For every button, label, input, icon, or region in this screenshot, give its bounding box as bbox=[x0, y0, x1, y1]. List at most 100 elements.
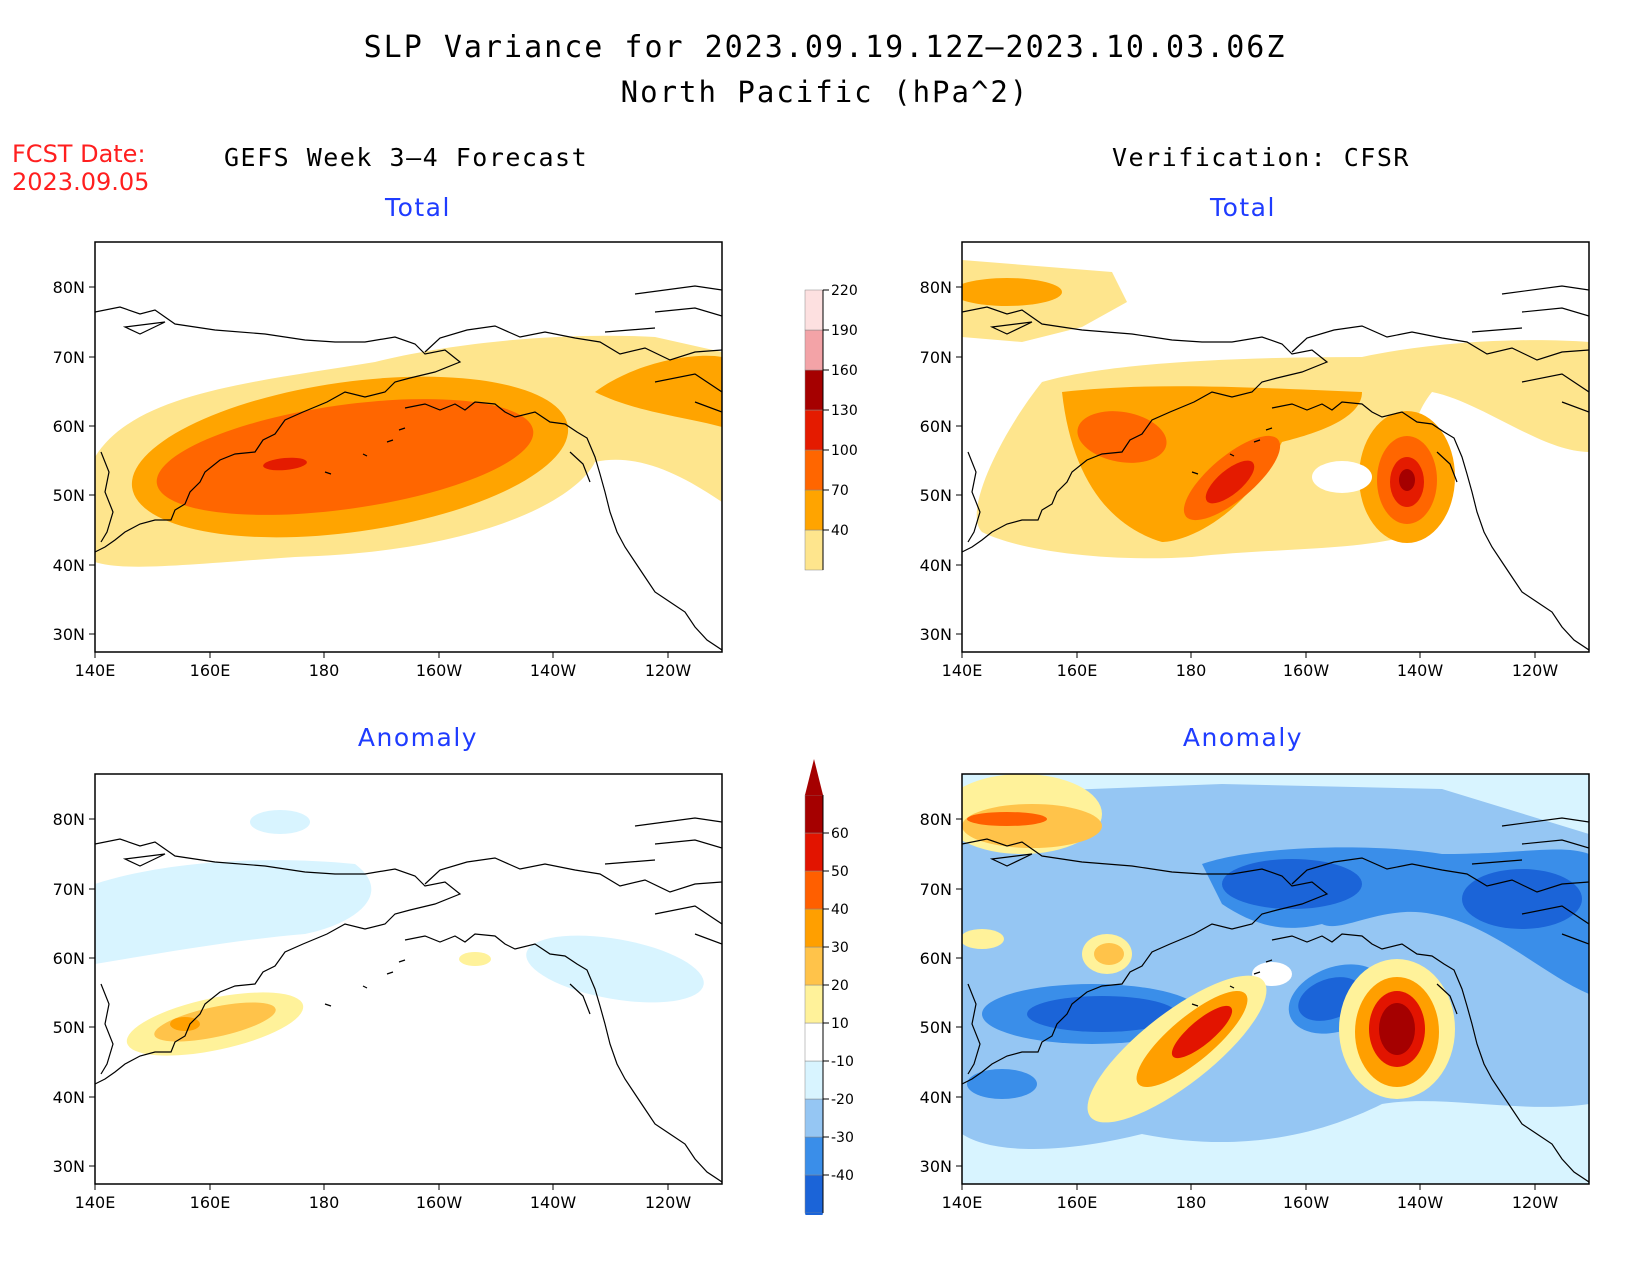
colorbar-swatch bbox=[804, 870, 824, 910]
lon-tick-label: 180 bbox=[1176, 1193, 1207, 1212]
contour-region bbox=[1094, 943, 1124, 965]
fcst-date-label: FCST Date: bbox=[12, 140, 146, 168]
lon-tick-label: 180 bbox=[1176, 661, 1207, 680]
lon-tick-label: 160E bbox=[190, 661, 231, 680]
colorbar-swatch bbox=[804, 984, 824, 1024]
lat-tick-label: 50N bbox=[53, 1018, 85, 1037]
contour-region bbox=[1077, 411, 1167, 463]
left-column-header: GEFS Week 3—4 Forecast bbox=[224, 143, 589, 172]
lat-tick-label: 70N bbox=[53, 880, 85, 899]
colorbar-swatch bbox=[804, 529, 824, 571]
contour-region bbox=[1027, 996, 1177, 1032]
lat-tick-label: 80N bbox=[920, 810, 952, 829]
lat-tick-label: 60N bbox=[920, 949, 952, 968]
lat-tick-label: 70N bbox=[53, 348, 85, 367]
contour-region bbox=[1462, 869, 1582, 929]
contour-region bbox=[1399, 469, 1415, 491]
map-forecast-total: 80N 70N 60N 50N 40N 30N 140E 160E 180 160W 140W 120… bbox=[53, 241, 723, 680]
colorbar-label: 30 bbox=[831, 940, 849, 956]
map-forecast-anomaly: 80N 70N 60N 50N 40N 30N 140E 160E 180 160W 140W 120… bbox=[53, 773, 723, 1212]
colorbar-swatch bbox=[804, 369, 824, 411]
lon-tick-label: 140E bbox=[942, 661, 983, 680]
contour-region bbox=[263, 457, 307, 471]
lat-tick-label: 80N bbox=[920, 278, 952, 297]
lat-tick-label: 60N bbox=[920, 417, 952, 436]
colorbar-label: -30 bbox=[831, 1130, 854, 1146]
colorbar-total: 40 70 100 130 160 190 220 bbox=[804, 283, 858, 571]
colorbar-swatch bbox=[804, 908, 824, 948]
lon-tick-label: 120W bbox=[645, 661, 692, 680]
colorbar-label: -10 bbox=[831, 1054, 854, 1070]
fcst-date-block: FCST Date: 2023.09.05 bbox=[12, 140, 149, 196]
lon-tick-label: 120W bbox=[645, 1193, 692, 1212]
main-subtitle: North Pacific (hPa^2) bbox=[620, 75, 1030, 109]
map-frame bbox=[94, 773, 723, 1185]
colorbar-label: 40 bbox=[831, 902, 849, 918]
map-verif-anomaly: 80N 70N 60N 50N 40N 30N 140E 160E 180 160W 140W 120… bbox=[920, 773, 1590, 1212]
lat-tick-label: 50N bbox=[53, 486, 85, 505]
colorbar-swatch bbox=[804, 1060, 824, 1100]
lat-tick-label: 80N bbox=[53, 810, 85, 829]
lon-tick-label: 120W bbox=[1512, 1193, 1559, 1212]
colorbar-swatch bbox=[804, 1174, 824, 1214]
panel-label-forecast-anomaly: Anomaly bbox=[357, 723, 479, 752]
lat-tick-label: 30N bbox=[920, 625, 952, 644]
lon-tick-label: 140E bbox=[75, 661, 116, 680]
colorbar-swatch bbox=[804, 449, 824, 491]
colorbar-label: 70 bbox=[831, 483, 849, 499]
lat-tick-label: 60N bbox=[53, 417, 85, 436]
lat-tick-label: 30N bbox=[920, 1157, 952, 1176]
colorbar-label: 20 bbox=[831, 978, 849, 994]
contour-region bbox=[154, 1002, 276, 1042]
colorbar-label: 190 bbox=[831, 323, 858, 339]
lon-tick-label: 140W bbox=[530, 661, 577, 680]
contour-region bbox=[156, 399, 534, 515]
lon-tick-label: 160W bbox=[1283, 661, 1330, 680]
lat-tick-label: 40N bbox=[53, 556, 85, 575]
lat-tick-label: 80N bbox=[53, 278, 85, 297]
map-verif-total: 80N 70N 60N 50N 40N 30N 140E 160E 180 160W 140W 120… bbox=[920, 241, 1590, 680]
lon-tick-label: 160E bbox=[1057, 661, 1098, 680]
lat-tick-label: 50N bbox=[920, 486, 952, 505]
contour-region bbox=[170, 1017, 200, 1031]
map-frame bbox=[961, 773, 1590, 1185]
lat-tick-label: 40N bbox=[920, 556, 952, 575]
lat-tick-label: 60N bbox=[53, 949, 85, 968]
lon-tick-label: 140E bbox=[75, 1193, 116, 1212]
lat-tick-label: 40N bbox=[920, 1088, 952, 1107]
lon-tick-label: 120W bbox=[1512, 661, 1559, 680]
contour-region bbox=[967, 812, 1047, 826]
contour-region bbox=[1205, 460, 1255, 504]
main-title: SLP Variance for 2023.09.19.12Z—2023.10.… bbox=[363, 30, 1287, 65]
colorbar-arrow-top bbox=[805, 759, 823, 795]
colorbar-label: 100 bbox=[831, 443, 858, 459]
lon-tick-label: 160W bbox=[1283, 1193, 1330, 1212]
map-frame bbox=[961, 241, 1590, 653]
panel-label-forecast-total: Total bbox=[385, 193, 451, 222]
contour-region bbox=[526, 935, 704, 1003]
colorbar-swatch bbox=[804, 1136, 824, 1176]
lon-tick-label: 140W bbox=[1397, 1193, 1444, 1212]
lat-tick-label: 70N bbox=[920, 880, 952, 899]
colorbar-label: 60 bbox=[831, 826, 849, 842]
fcst-date-value: 2023.09.05 bbox=[12, 168, 150, 196]
contour-region bbox=[459, 952, 491, 966]
colorbar-label: -40 bbox=[831, 1168, 854, 1184]
lat-tick-label: 30N bbox=[53, 625, 85, 644]
colorbar-label: 220 bbox=[831, 283, 858, 299]
colorbar-swatch bbox=[804, 946, 824, 986]
colorbar-swatch bbox=[804, 1022, 824, 1062]
lon-tick-label: 160W bbox=[416, 1193, 463, 1212]
contour-region bbox=[962, 804, 1102, 848]
colorbar-swatch bbox=[804, 1098, 824, 1138]
lon-tick-label: 180 bbox=[309, 661, 340, 680]
colorbar-swatch bbox=[804, 794, 824, 834]
lat-tick-label: 70N bbox=[920, 348, 952, 367]
colorbar-label: 50 bbox=[831, 864, 849, 880]
contour-region bbox=[1379, 1003, 1415, 1055]
lat-tick-label: 30N bbox=[53, 1157, 85, 1176]
right-column-header: Verification: CFSR bbox=[1112, 143, 1410, 172]
colorbar-swatch bbox=[804, 289, 824, 331]
lon-tick-label: 140E bbox=[942, 1193, 983, 1212]
lon-tick-label: 140W bbox=[530, 1193, 577, 1212]
